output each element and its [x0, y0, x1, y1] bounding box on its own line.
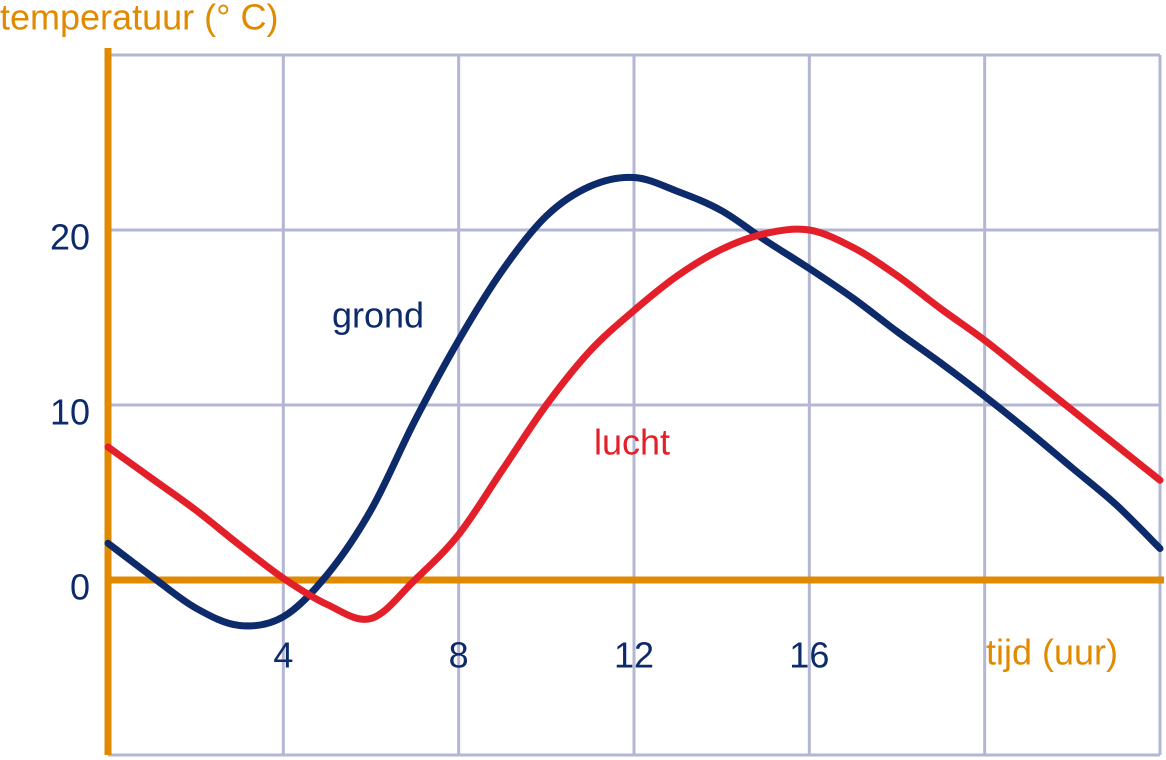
x-axis-label: tijd (uur) [986, 632, 1118, 673]
x-tick-label: 12 [614, 635, 654, 676]
y-tick-label: 0 [70, 567, 90, 608]
y-axis-label: temperatuur (° C) [0, 0, 278, 38]
y-tick-label: 10 [50, 392, 90, 433]
x-tick-label: 4 [273, 635, 293, 676]
y-tick-label: 20 [50, 217, 90, 258]
line [104, 173, 1164, 630]
x-tick-label: 8 [449, 635, 469, 676]
series-label: grond [332, 295, 424, 336]
x-tick-label: 16 [789, 635, 829, 676]
series-label: lucht [594, 422, 670, 463]
line [104, 225, 1164, 623]
